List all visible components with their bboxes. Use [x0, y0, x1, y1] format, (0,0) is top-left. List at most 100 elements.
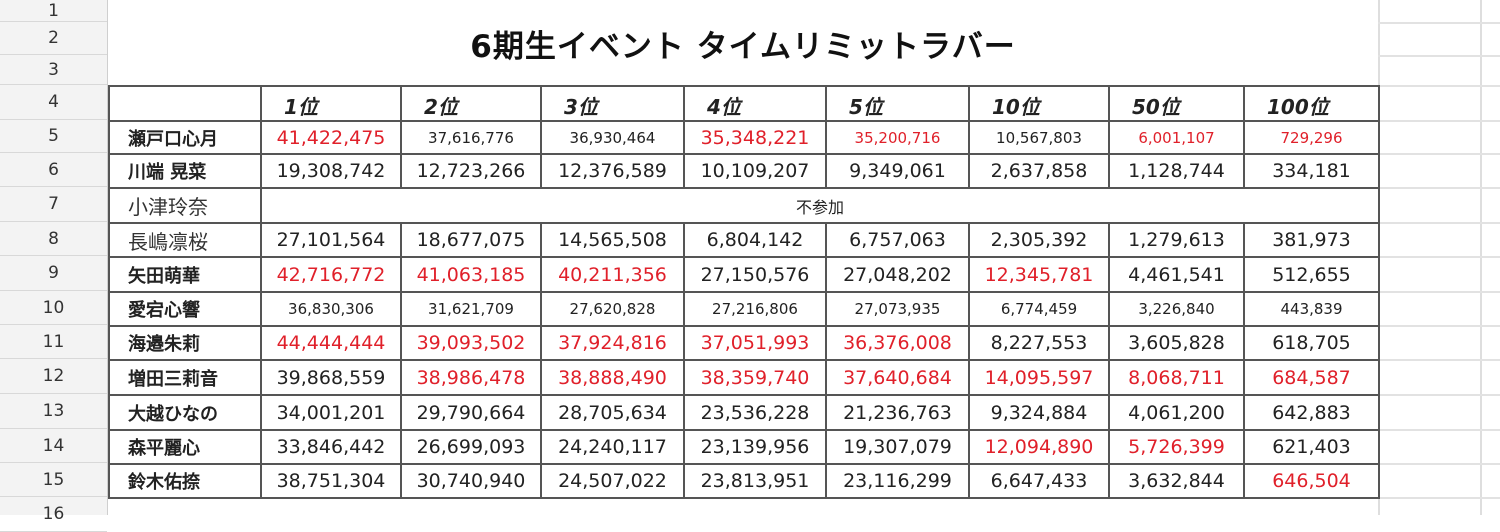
score-cell[interactable]: 443,839 [1243, 291, 1380, 327]
score-cell[interactable]: 40,211,356 [540, 256, 685, 293]
score-cell[interactable]: 41,063,185 [400, 256, 542, 293]
score-cell[interactable]: 9,349,061 [825, 153, 970, 189]
score-cell[interactable]: 12,345,781 [968, 256, 1110, 293]
score-cell[interactable]: 1,279,613 [1108, 222, 1245, 258]
member-name-cell[interactable]: 長嶋凛桜 [108, 222, 262, 258]
score-cell[interactable]: 12,094,890 [968, 429, 1110, 465]
row-number[interactable]: 2 [0, 22, 107, 55]
score-cell[interactable]: 34,001,201 [260, 394, 402, 431]
score-cell[interactable]: 8,068,711 [1108, 359, 1245, 396]
score-cell[interactable]: 19,307,079 [825, 429, 970, 465]
score-cell[interactable]: 18,677,075 [400, 222, 542, 258]
score-cell[interactable]: 3,632,844 [1108, 463, 1245, 499]
row-number[interactable]: 12 [0, 359, 107, 394]
score-cell[interactable]: 44,444,444 [260, 325, 402, 361]
member-name-cell[interactable]: 小津玲奈 [108, 187, 262, 224]
score-cell[interactable]: 37,051,993 [683, 325, 827, 361]
score-cell[interactable]: 8,227,553 [968, 325, 1110, 361]
score-cell[interactable]: 37,640,684 [825, 359, 970, 396]
row-number[interactable]: 14 [0, 429, 107, 463]
score-cell[interactable]: 37,924,816 [540, 325, 685, 361]
score-cell[interactable]: 621,403 [1243, 429, 1380, 465]
score-cell[interactable]: 37,616,776 [400, 120, 542, 155]
column-header-rank[interactable]: 2位 [400, 85, 542, 122]
score-cell[interactable]: 35,200,716 [825, 120, 970, 155]
row-number[interactable]: 5 [0, 120, 107, 153]
member-name-cell[interactable]: 森平麗心 [108, 429, 262, 465]
column-header-rank[interactable]: 50位 [1108, 85, 1245, 122]
score-cell[interactable]: 21,236,763 [825, 394, 970, 431]
score-cell[interactable]: 5,726,399 [1108, 429, 1245, 465]
score-cell[interactable]: 729,296 [1243, 120, 1380, 155]
not-participating-cell[interactable]: 不参加 [260, 187, 1380, 224]
score-cell[interactable]: 3,605,828 [1108, 325, 1245, 361]
score-cell[interactable]: 19,308,742 [260, 153, 402, 189]
score-cell[interactable]: 24,507,022 [540, 463, 685, 499]
score-cell[interactable]: 3,226,840 [1108, 291, 1245, 327]
score-cell[interactable]: 38,888,490 [540, 359, 685, 396]
score-cell[interactable]: 381,973 [1243, 222, 1380, 258]
score-cell[interactable]: 27,048,202 [825, 256, 970, 293]
score-cell[interactable]: 28,705,634 [540, 394, 685, 431]
column-header-rank[interactable]: 5位 [825, 85, 970, 122]
score-cell[interactable]: 36,376,008 [825, 325, 970, 361]
score-cell[interactable]: 24,240,117 [540, 429, 685, 465]
score-cell[interactable]: 23,813,951 [683, 463, 827, 499]
score-cell[interactable]: 646,504 [1243, 463, 1380, 499]
member-name-cell[interactable]: 海邉朱莉 [108, 325, 262, 361]
score-cell[interactable]: 6,647,433 [968, 463, 1110, 499]
score-cell[interactable]: 30,740,940 [400, 463, 542, 499]
row-number[interactable]: 4 [0, 85, 107, 120]
score-cell[interactable]: 684,587 [1243, 359, 1380, 396]
score-cell[interactable]: 39,868,559 [260, 359, 402, 396]
row-number[interactable]: 11 [0, 325, 107, 359]
corner-cell[interactable] [108, 85, 262, 122]
column-header-rank[interactable]: 3位 [540, 85, 685, 122]
score-cell[interactable]: 10,567,803 [968, 120, 1110, 155]
score-cell[interactable]: 27,073,935 [825, 291, 970, 327]
score-cell[interactable]: 36,830,306 [260, 291, 402, 327]
score-cell[interactable]: 41,422,475 [260, 120, 402, 155]
score-cell[interactable]: 4,061,200 [1108, 394, 1245, 431]
score-cell[interactable]: 27,101,564 [260, 222, 402, 258]
score-cell[interactable]: 642,883 [1243, 394, 1380, 431]
score-cell[interactable]: 6,774,459 [968, 291, 1110, 327]
row-number[interactable]: 10 [0, 291, 107, 325]
score-cell[interactable]: 618,705 [1243, 325, 1380, 361]
row-number[interactable]: 8 [0, 222, 107, 256]
member-name-cell[interactable]: 大越ひなの [108, 394, 262, 431]
score-cell[interactable]: 6,001,107 [1108, 120, 1245, 155]
member-name-cell[interactable]: 矢田萌華 [108, 256, 262, 293]
score-cell[interactable]: 42,716,772 [260, 256, 402, 293]
score-cell[interactable]: 512,655 [1243, 256, 1380, 293]
score-cell[interactable]: 29,790,664 [400, 394, 542, 431]
score-cell[interactable]: 4,461,541 [1108, 256, 1245, 293]
score-cell[interactable]: 38,359,740 [683, 359, 827, 396]
score-cell[interactable]: 27,150,576 [683, 256, 827, 293]
score-cell[interactable]: 23,139,956 [683, 429, 827, 465]
score-cell[interactable]: 33,846,442 [260, 429, 402, 465]
score-cell[interactable]: 6,804,142 [683, 222, 827, 258]
member-name-cell[interactable]: 川端 晃菜 [108, 153, 262, 189]
member-name-cell[interactable]: 増田三莉音 [108, 359, 262, 396]
member-name-cell[interactable]: 鈴木佑捺 [108, 463, 262, 499]
score-cell[interactable]: 14,095,597 [968, 359, 1110, 396]
score-cell[interactable]: 39,093,502 [400, 325, 542, 361]
score-cell[interactable]: 35,348,221 [683, 120, 827, 155]
score-cell[interactable]: 9,324,884 [968, 394, 1110, 431]
score-cell[interactable]: 14,565,508 [540, 222, 685, 258]
score-cell[interactable]: 12,376,589 [540, 153, 685, 189]
score-cell[interactable]: 38,751,304 [260, 463, 402, 499]
row-number[interactable]: 3 [0, 55, 107, 85]
score-cell[interactable]: 12,723,266 [400, 153, 542, 189]
score-cell[interactable]: 23,116,299 [825, 463, 970, 499]
row-number[interactable]: 13 [0, 394, 107, 429]
column-header-rank[interactable]: 10位 [968, 85, 1110, 122]
member-name-cell[interactable]: 瀬戸口心月 [108, 120, 262, 155]
score-cell[interactable]: 31,621,709 [400, 291, 542, 327]
score-cell[interactable]: 27,620,828 [540, 291, 685, 327]
row-number[interactable]: 15 [0, 463, 107, 497]
score-cell[interactable]: 6,757,063 [825, 222, 970, 258]
score-cell[interactable]: 38,986,478 [400, 359, 542, 396]
row-number[interactable]: 1 [0, 0, 107, 22]
